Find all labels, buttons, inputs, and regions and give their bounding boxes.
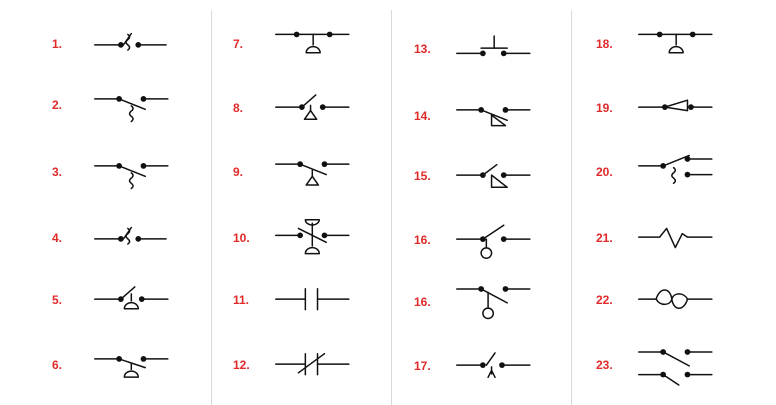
symbol-item: 15. [414,156,554,196]
item-number: 18. [596,37,613,51]
item-number: 11. [233,293,250,307]
switch-thermal-closed-icon [88,96,192,125]
item-number: 9. [233,165,244,179]
switch-thermal-closed-icon [88,163,192,192]
item-number: 13. [414,42,431,56]
item-number: 19. [596,101,613,115]
item-number: 16. [414,233,431,247]
item-number: 7. [233,37,244,51]
symbol-item: 6. [52,345,192,385]
contact-nc-icon [269,345,373,385]
switch-float-closed-icon [450,220,554,260]
symbol-item: 16. [414,282,554,322]
item-number: 12. [233,358,250,372]
item-number: 6. [52,358,63,372]
item-number: 23. [596,358,613,372]
switch-foot-icon [450,346,554,386]
item-number: 10. [233,231,250,245]
symbol-item: 4. [52,218,192,258]
symbol-item: 7. [233,24,373,64]
symbol-item: 10. [233,218,373,258]
symbol-item: 12. [233,345,373,385]
item-number: 20. [596,165,613,179]
switch-float-open-icon [450,286,554,322]
item-number: 16. [414,295,431,309]
item-number: 17. [414,359,431,373]
item-number: 1. [52,37,63,51]
switch-liquid-level-open-icon [269,161,373,192]
switch-double-pole-icon [632,349,736,385]
switch-toggle-icon [632,88,736,128]
symbol-item: 14. [414,96,554,136]
switch-flow-open-icon [450,107,554,136]
symbol-item: 13. [414,29,554,69]
symbol-item: 1. [52,24,192,64]
switch-vacuum-pressure-icon [269,218,373,258]
symbol-item: 22. [596,280,736,320]
symbol-item: 3. [52,152,192,192]
symbol-item: 9. [233,152,373,192]
symbol-item: 8. [233,88,373,128]
symbol-item: 21. [596,218,736,258]
symbol-item: 11. [233,280,373,320]
switch-flow-closed-icon [450,156,554,196]
switch-pressure-no-icon [632,31,736,64]
switch-thermal-transfer-icon [632,152,736,192]
symbol-item: 20. [596,152,736,192]
contact-no-icon [269,280,373,320]
item-number: 2. [52,98,63,112]
fuse-icon [632,280,736,320]
item-number: 14. [414,109,431,123]
pushbutton-no-icon [450,29,554,57]
item-number: 8. [233,101,244,115]
item-number: 3. [52,165,63,179]
switch-pressure-no-icon [269,31,373,64]
item-number: 22. [596,293,613,307]
symbol-item: 19. [596,88,736,128]
switch-pressure-closed-icon [88,280,192,320]
symbol-item: 23. [596,345,736,385]
symbol-item: 17. [414,346,554,386]
symbol-item: 18. [596,24,736,64]
column-divider [391,10,392,405]
switch-thermal-open-icon [88,218,192,258]
item-number: 21. [596,231,613,245]
symbol-item: 5. [52,280,192,320]
item-number: 15. [414,169,431,183]
switch-liquid-level-closed-icon [269,88,373,128]
column-divider [571,10,572,405]
symbol-item: 16. [414,220,554,260]
item-number: 5. [52,293,63,307]
item-number: 4. [52,231,63,245]
switch-pressure-open-icon [88,356,192,385]
symbol-item: 2. [52,85,192,125]
column-divider [211,10,212,405]
switch-thermal-open-icon [88,24,192,64]
resistor-icon [632,218,736,258]
